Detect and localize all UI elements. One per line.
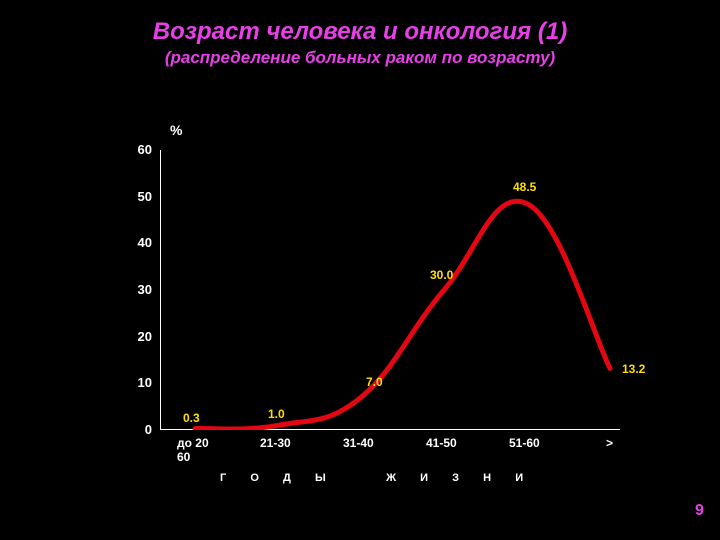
x-tick-label: > (606, 436, 613, 450)
y-tick-label: 0 (145, 422, 152, 437)
y-tick-label: 60 (138, 142, 152, 157)
line-chart (160, 150, 620, 430)
x-tick-label: до 20 (177, 436, 209, 450)
value-label: 7.0 (366, 375, 383, 389)
x-tick-label: 60 (177, 450, 190, 464)
y-tick-label: 20 (138, 329, 152, 344)
page-number: 9 (695, 502, 704, 520)
y-tick-label: 40 (138, 235, 152, 250)
page-title: Возраст человека и онкология (1) (0, 18, 720, 46)
value-label: 1.0 (268, 407, 285, 421)
value-label: 0.3 (183, 411, 200, 425)
y-tick-label: 30 (138, 282, 152, 297)
value-label: 13.2 (622, 362, 645, 376)
x-tick-label: 21-30 (260, 436, 291, 450)
x-tick-label: 51-60 (509, 436, 540, 450)
x-tick-label: 31-40 (343, 436, 374, 450)
y-axis-title: % (170, 122, 182, 138)
value-label: 30.0 (430, 268, 453, 282)
chart-area (160, 150, 620, 430)
x-tick-label: 41-50 (426, 436, 457, 450)
x-axis-title: Г О Д Ы Ж И З Н И (220, 472, 529, 484)
page-subtitle: (распределение больных раком по возрасту… (0, 48, 720, 68)
y-tick-label: 50 (138, 189, 152, 204)
y-tick-label: 10 (138, 375, 152, 390)
value-label: 48.5 (513, 180, 536, 194)
